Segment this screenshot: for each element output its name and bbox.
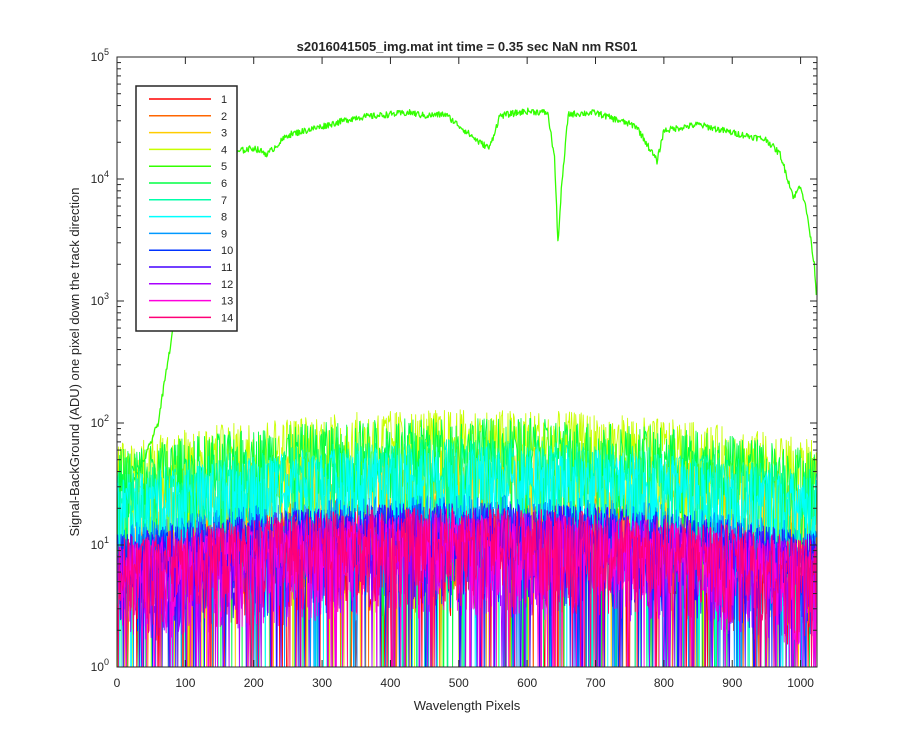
legend-label-14: 14 [221,312,233,324]
x-axis-ticks: 0 100 200 300 400 500 600 700 800 900 1000 [114,57,814,690]
x-tick-label: 100 [175,676,195,690]
legend-label-12: 12 [221,279,233,291]
legend-label-2: 2 [221,111,227,123]
y-tick-label: 101 [91,535,109,552]
legend-label-13: 13 [221,296,233,308]
chart-title: s2016041505_img.mat int time = 0.35 sec … [297,39,638,54]
legend-label-7: 7 [221,195,227,207]
legend-label-9: 9 [221,228,227,240]
axes-box [116,56,818,668]
x-tick-label: 200 [244,676,264,690]
x-tick-label: 300 [312,676,332,690]
legend-label-4: 4 [221,144,227,156]
x-tick-label: 0 [114,676,121,690]
y-tick-label: 104 [91,169,109,186]
axes [116,56,818,668]
series-line-8 [116,446,817,668]
x-tick-label: 500 [449,676,469,690]
legend-label-11: 11 [221,262,232,274]
legend-box [135,85,238,332]
x-tick-label: 900 [722,676,742,690]
x-tick-label: 1000 [787,676,814,690]
legend-label-6: 6 [221,178,227,190]
y-tick-label: 100 [91,657,109,674]
x-axis-label: Wavelength Pixels [414,698,521,713]
legend-label-5: 5 [221,161,227,173]
legend-label-1: 1 [221,94,227,106]
x-tick-label: 800 [654,676,674,690]
y-tick-label: 105 [91,47,109,64]
x-tick-label: 400 [380,676,400,690]
legend-label-8: 8 [221,212,227,224]
series-lines [116,107,817,668]
y-tick-label: 103 [91,291,109,308]
y-axis-label: Signal-BackGround (ADU) one pixel down t… [67,187,82,536]
x-tick-label: 600 [517,676,537,690]
legend-label-3: 3 [221,128,227,140]
legend-label-10: 10 [221,245,233,257]
x-tick-label: 700 [586,676,606,690]
y-tick-label: 102 [91,413,109,430]
series-line-14 [116,507,817,668]
